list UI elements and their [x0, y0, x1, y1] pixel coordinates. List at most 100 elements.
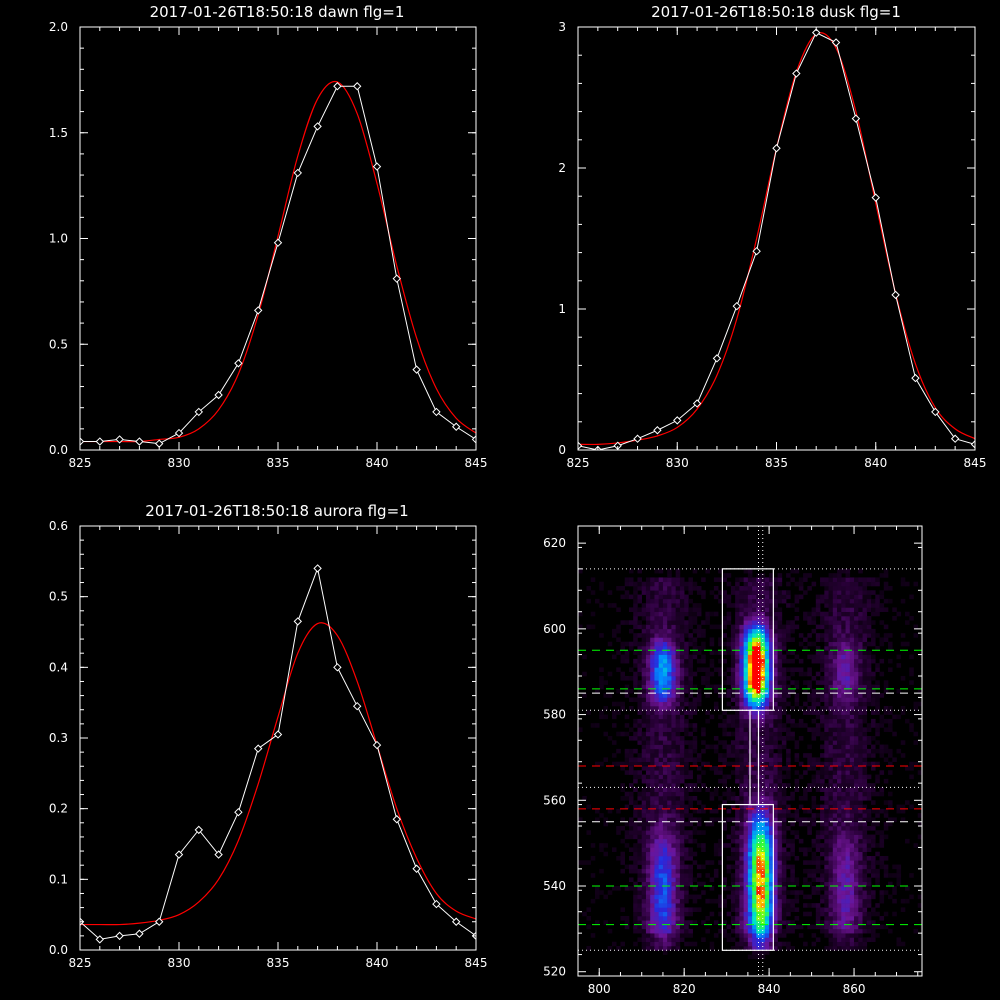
- heat-cell: [892, 731, 897, 737]
- heat-cell: [671, 727, 676, 733]
- heat-cell: [641, 813, 647, 818]
- heat-cell: [701, 620, 706, 625]
- heat-cell: [828, 710, 834, 715]
- heat-cell: [794, 898, 800, 904]
- heat-cell: [692, 877, 698, 883]
- heat-cell: [858, 838, 863, 844]
- heat-cell: [730, 770, 736, 775]
- heat-cell: [807, 697, 812, 703]
- heat-cell: [692, 706, 698, 711]
- heat-cell: [658, 710, 664, 715]
- heat-cell: [671, 663, 676, 668]
- heat-cell: [675, 868, 681, 874]
- heat-cell: [909, 761, 914, 767]
- heat-cell: [718, 778, 723, 784]
- heat-cell: [871, 868, 876, 874]
- heat-cell: [777, 834, 783, 840]
- heat-cell: [832, 826, 838, 831]
- heat-cell: [752, 924, 757, 930]
- heat-cell: [730, 898, 736, 904]
- heat-cell: [849, 796, 855, 801]
- heat-cell: [858, 817, 863, 823]
- heat-cell: [628, 753, 634, 758]
- heat-cell: [747, 941, 753, 947]
- heat-cell: [786, 826, 791, 831]
- heat-cell: [794, 594, 800, 600]
- heat-cell: [858, 890, 863, 895]
- heat-cell: [641, 778, 647, 784]
- heat-cell: [879, 590, 885, 595]
- heat-cell: [628, 847, 634, 853]
- heat-cell: [654, 868, 659, 874]
- heat-cell: [815, 924, 821, 930]
- heat-cell: [705, 860, 710, 865]
- heat-cell: [888, 804, 893, 810]
- heat-cell: [752, 757, 757, 763]
- data-point: [891, 290, 900, 300]
- heat-cell: [735, 761, 740, 767]
- heat-cell: [786, 813, 791, 818]
- y-tick-label: 0.5: [49, 337, 68, 351]
- heat-cell: [739, 641, 744, 647]
- heat-cell: [769, 770, 774, 775]
- heat-cell: [760, 813, 766, 818]
- heat-cell: [645, 650, 651, 655]
- heat-cell: [773, 804, 778, 810]
- heat-cell: [641, 898, 647, 904]
- heat-cell: [654, 766, 659, 771]
- heat-cell: [645, 946, 651, 951]
- heat-cell: [709, 650, 715, 655]
- heat-cell: [658, 731, 664, 737]
- heat-cell: [879, 834, 885, 840]
- heat-cell: [722, 633, 727, 638]
- heat-cell: [803, 787, 808, 793]
- heat-cell: [743, 761, 749, 767]
- heat-cell: [747, 607, 753, 613]
- heat-cell: [645, 783, 651, 788]
- heat-cell: [773, 624, 778, 630]
- heat-cell: [769, 890, 774, 895]
- heat-cell: [858, 778, 863, 784]
- heat-cell: [650, 740, 655, 745]
- heat-cell: [764, 808, 770, 814]
- heat-cell: [794, 654, 800, 660]
- heat-cell: [828, 928, 834, 934]
- heat-cell: [866, 911, 872, 917]
- heat-cell: [658, 603, 664, 608]
- heat-cell: [781, 911, 787, 917]
- heat-cell: [675, 650, 681, 655]
- heat-cell: [722, 757, 727, 763]
- y-tick-label: 3: [558, 20, 566, 34]
- heat-cell: [594, 886, 600, 891]
- heat-cell: [849, 928, 855, 934]
- heat-cell: [781, 676, 787, 681]
- heat-cell: [824, 667, 829, 673]
- heat-cell: [871, 723, 876, 728]
- heat-cell: [820, 706, 825, 711]
- heat-cell: [781, 628, 787, 634]
- heat-cell: [798, 706, 804, 711]
- heat-cell: [828, 658, 834, 664]
- heat-cell: [832, 903, 838, 908]
- heat-cell: [824, 637, 829, 643]
- heat-cell: [752, 808, 757, 814]
- heat-cell: [684, 667, 689, 673]
- heat-cell: [713, 770, 719, 775]
- heat-cell: [854, 813, 859, 818]
- heat-cell: [688, 667, 693, 673]
- heat-cell: [820, 658, 825, 664]
- heat-cell: [786, 590, 791, 595]
- heat-cell: [862, 740, 868, 745]
- heat-cell: [679, 826, 685, 831]
- heat-cell: [743, 830, 749, 835]
- heat-cell: [662, 787, 668, 793]
- heat-cell: [582, 654, 587, 660]
- heat-cell: [637, 611, 643, 617]
- heat-cell: [841, 620, 846, 625]
- heat-cell: [730, 667, 736, 673]
- heat-cell: [645, 761, 651, 767]
- heat-cell: [760, 607, 766, 613]
- heat-cell: [679, 714, 685, 720]
- heat-cell: [650, 723, 655, 728]
- heat-cell: [730, 624, 736, 630]
